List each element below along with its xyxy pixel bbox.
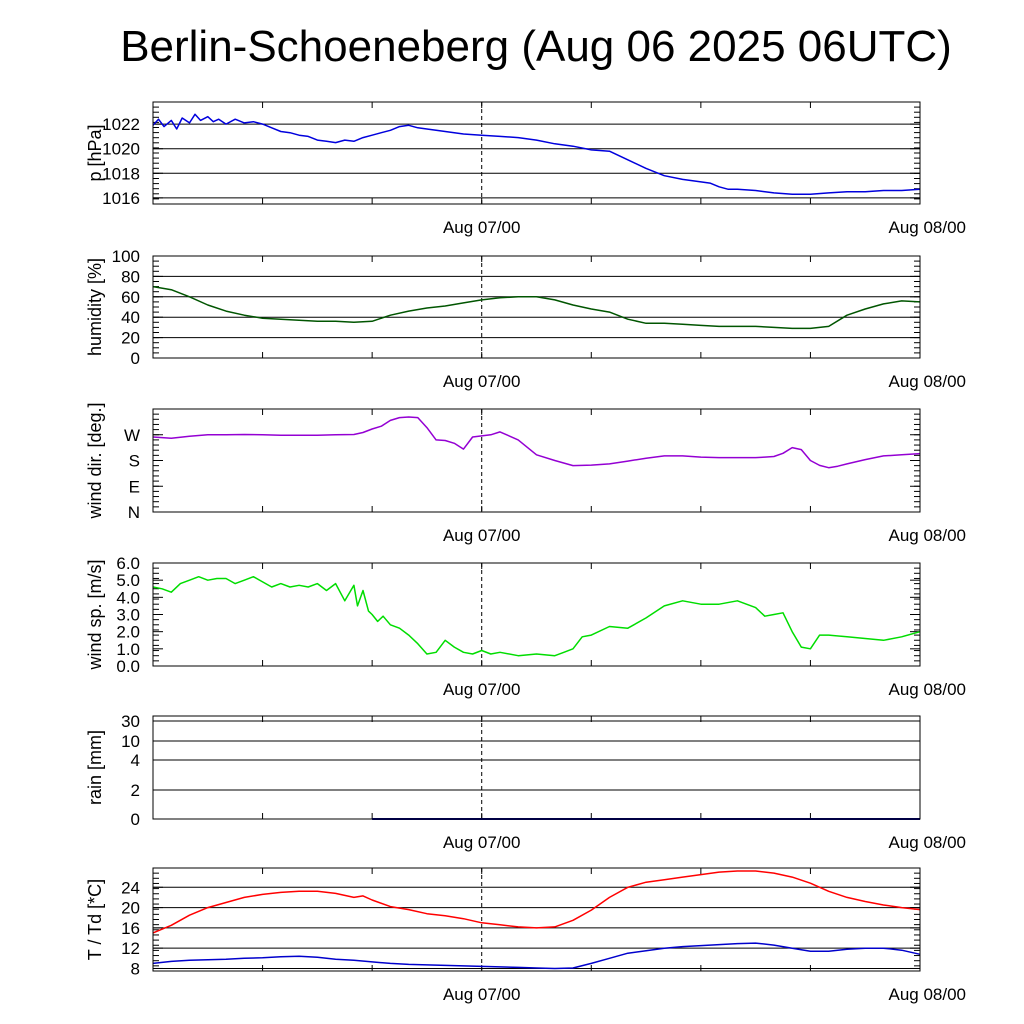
wind_dir-line <box>152 416 921 469</box>
x-tick-label: Aug 08/00 <box>888 680 966 699</box>
chart-title: Berlin-Schoeneberg (Aug 06 2025 06UTC) <box>120 22 952 71</box>
y-tick-label: 4 <box>131 751 140 770</box>
plot-frame <box>152 715 921 820</box>
y-tick-label: 60 <box>121 288 140 307</box>
y-axis-label: p [hPa] <box>85 124 105 181</box>
y-tick-label: 3.0 <box>116 606 140 625</box>
y-tick-label: 20 <box>121 329 140 348</box>
x-tick-label: Aug 08/00 <box>888 833 966 852</box>
y-tick-label: 40 <box>121 308 140 327</box>
y-tick-label: N <box>128 503 140 522</box>
y-tick-label: 8 <box>131 959 140 978</box>
plot-frame <box>152 101 921 205</box>
y-axis-label: wind dir. [deg.] <box>85 402 105 519</box>
x-tick-label: Aug 08/00 <box>888 985 966 1004</box>
y-axis-label: wind sp. [m/s] <box>85 559 105 670</box>
x-tick-label: Aug 08/00 <box>888 372 966 391</box>
y-tick-label: 30 <box>121 712 140 731</box>
y-tick-label: 6.0 <box>116 554 140 573</box>
x-tick-label: Aug 07/00 <box>443 526 521 545</box>
y-tick-label: 1020 <box>102 140 140 159</box>
plot-frame <box>152 255 921 359</box>
x-tick-label: Aug 07/00 <box>443 372 521 391</box>
y-tick-label: S <box>129 452 140 471</box>
x-tick-label: Aug 08/00 <box>888 526 966 545</box>
y-tick-label: 2.0 <box>116 623 140 642</box>
y-tick-label: 1018 <box>102 164 140 183</box>
y-axis-label: rain [mm] <box>85 730 105 805</box>
pressure-line <box>152 113 921 195</box>
x-tick-label: Aug 07/00 <box>443 833 521 852</box>
y-tick-label: 24 <box>121 878 140 897</box>
y-tick-label: 1022 <box>102 115 140 134</box>
y-tick-label: 20 <box>121 899 140 918</box>
y-axis-label: T / Td [*C] <box>85 879 105 960</box>
plot-frame <box>152 867 921 972</box>
y-tick-label: 0 <box>131 349 140 368</box>
x-tick-label: Aug 07/00 <box>443 680 521 699</box>
y-tick-label: 16 <box>121 919 140 938</box>
y-tick-label: W <box>124 426 140 445</box>
plot-frame <box>152 408 921 513</box>
y-tick-label: 4.0 <box>116 588 140 607</box>
y-tick-label: E <box>129 477 140 496</box>
plot-frame <box>152 562 921 667</box>
panel-4: 0.01.02.03.04.05.06.0 wind sp. [m/s] Aug 0… <box>85 554 966 699</box>
x-tick-label: Aug 08/00 <box>888 218 966 237</box>
temperature-line <box>152 870 921 934</box>
y-tick-label: 10 <box>121 732 140 751</box>
y-tick-label: 2 <box>131 781 140 800</box>
y-tick-label: 80 <box>121 267 140 286</box>
y-tick-label: 0 <box>131 810 140 829</box>
humidity-line <box>152 285 921 330</box>
x-tick-label: Aug 07/00 <box>443 985 521 1004</box>
dewpoint-line <box>152 942 921 970</box>
x-tick-label: Aug 07/00 <box>443 218 521 237</box>
y-tick-label: 1016 <box>102 189 140 208</box>
y-tick-label: 0.0 <box>116 657 140 676</box>
y-tick-label: 100 <box>112 247 140 266</box>
y-tick-label: 1.0 <box>116 640 140 659</box>
wind_speed-line <box>152 575 921 657</box>
y-tick-label: 12 <box>121 939 140 958</box>
y-axis-label: humidity [%] <box>85 258 105 356</box>
y-tick-label: 5.0 <box>116 571 140 590</box>
